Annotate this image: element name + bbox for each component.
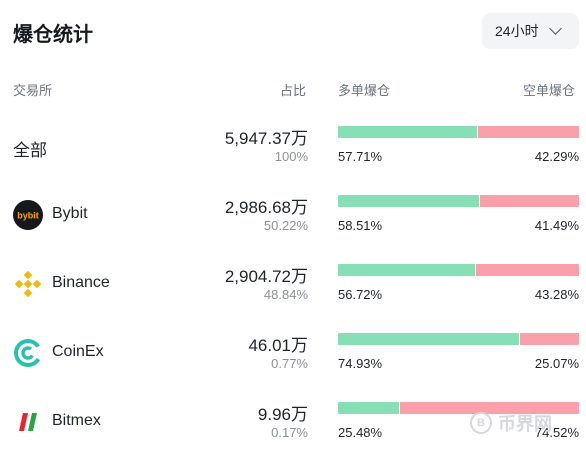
coinex-icon (14, 339, 42, 367)
long-short-bar (338, 264, 579, 276)
bitmex-icon (19, 413, 37, 431)
short-percent: 25.07% (534, 356, 579, 371)
short-bar (480, 195, 579, 207)
long-short-bar (338, 126, 579, 138)
short-bar (478, 126, 579, 138)
table-row[interactable]: Binance 2,904.72万 48.84% 56.72% 43.28% (0, 254, 586, 314)
liquidation-amount: 2,904.72万 (224, 267, 308, 286)
share-percent: 50.22% (263, 218, 308, 233)
exchange-name: Bybit (52, 205, 88, 222)
short-percent: 74.52% (534, 425, 579, 440)
long-bar (338, 126, 478, 138)
liquidation-amount: 2,986.68万 (224, 198, 308, 217)
watermark-text: 币界网 (498, 414, 552, 434)
liquidation-amount: 5,947.37万 (224, 129, 308, 148)
long-bar (338, 402, 400, 414)
share-percent: 48.84% (263, 287, 308, 302)
short-bar (475, 264, 579, 276)
long-bar (338, 264, 475, 276)
share-percent: 0.17% (271, 425, 308, 440)
long-percent: 74.93% (338, 356, 383, 371)
header-exchange: 交易所 (13, 83, 53, 98)
header-short: 空单爆仓 (523, 83, 576, 98)
svg-text:bybit: bybit (17, 211, 39, 221)
short-percent: 43.28% (534, 287, 579, 302)
long-short-bar (338, 402, 579, 414)
exchange-name: CoinEx (52, 343, 104, 360)
share-percent: 0.77% (271, 356, 308, 371)
table-row[interactable]: CoinEx 46.01万 0.77% 74.93% 25.07% (0, 323, 586, 383)
watermark: B 币界网 (470, 410, 552, 436)
header-long: 多单爆仓 (338, 83, 391, 98)
liquidation-amount: 9.96万 (257, 405, 308, 424)
header-ratio: 占比 (280, 83, 307, 98)
exchange-name: Bitmex (52, 412, 101, 429)
short-bar (519, 333, 579, 345)
page-title: 爆仓统计 (13, 24, 93, 46)
long-percent: 56.72% (338, 287, 383, 302)
chevron-down-icon (548, 22, 562, 35)
table-row: 全部 5,947.37万 100% 57.71% 42.29% (0, 116, 586, 176)
period-label: 24小时 (495, 23, 539, 39)
table-row[interactable]: bybit Bybit 2,986.68万 50.22% 58.51% 41.4… (0, 185, 586, 245)
exchange-name: 全部 (13, 141, 47, 160)
period-selector[interactable]: 24小时 (482, 13, 579, 49)
long-percent: 58.51% (338, 218, 383, 233)
binance-icon (14, 270, 42, 298)
share-percent: 100% (274, 149, 308, 164)
exchange-name: Binance (52, 274, 110, 291)
coin-icon: B (470, 412, 492, 434)
liquidation-amount: 46.01万 (248, 336, 308, 355)
short-percent: 41.49% (534, 218, 579, 233)
short-bar (400, 402, 579, 414)
long-bar (338, 333, 519, 345)
table-row[interactable]: Bitmex 9.96万 0.17% 25.48% 74.52% (0, 392, 586, 452)
long-percent: 25.48% (338, 425, 383, 440)
long-short-bar (338, 195, 579, 207)
long-percent: 57.71% (338, 149, 383, 164)
short-percent: 42.29% (534, 149, 579, 164)
long-short-bar (338, 333, 579, 345)
long-bar (338, 195, 479, 207)
bybit-icon: bybit (13, 200, 43, 230)
